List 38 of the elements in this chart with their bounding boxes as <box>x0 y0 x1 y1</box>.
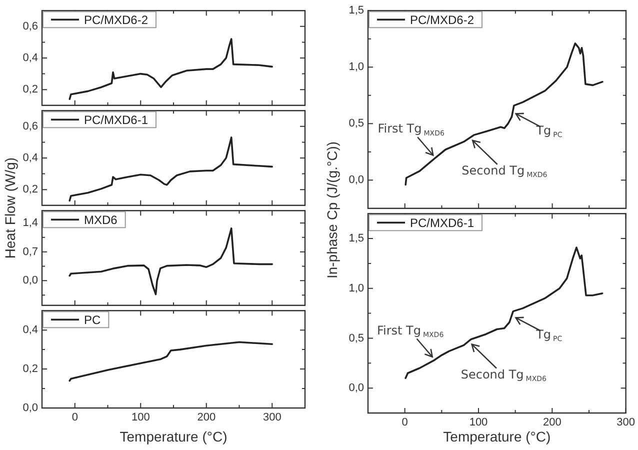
y-tick-label: 0,4 <box>22 52 38 64</box>
legend-label: PC <box>84 312 102 327</box>
y-tick-label: 0,2 <box>22 184 38 196</box>
y-tick-label: 1,5 <box>348 232 364 245</box>
y-tick-label: 0,0 <box>22 274 38 287</box>
x-axis-title: Temperature (°C) <box>120 428 228 444</box>
y-axis-title: Heat Flow (W/g) <box>1 156 19 261</box>
x-tick-label: 100 <box>469 416 488 429</box>
y-tick-label: 0,0 <box>348 382 364 394</box>
y-tick-label: 0,5 <box>348 332 364 344</box>
y-tick-label: 0,2 <box>22 84 38 96</box>
x-tick-label: 0 <box>72 412 78 424</box>
x-tick-label: 200 <box>197 412 216 424</box>
x-tick-label: 300 <box>616 416 636 429</box>
x-tick-label: 300 <box>262 412 282 424</box>
y-tick-label: 0,6 <box>22 120 38 132</box>
legend-label: MXD6 <box>84 212 118 227</box>
legend-label: PC/MXD6-1 <box>84 112 148 127</box>
y-tick-label: 0,0 <box>22 402 38 414</box>
y-tick-label: 0,4 <box>22 324 38 336</box>
y-tick-label: 1,5 <box>348 4 364 17</box>
x-tick-label: 100 <box>131 412 150 424</box>
y-axis-title: In-phase Cp (J/(g.°C)) <box>323 140 341 281</box>
y-tick-label: 0,7 <box>22 246 38 258</box>
y-tick-label: 1,0 <box>348 61 364 74</box>
y-tick-label: 0,2 <box>22 363 38 376</box>
x-tick-label: 200 <box>542 416 562 429</box>
y-tick-label: 1,0 <box>348 282 364 294</box>
x-tick-label: 0 <box>402 416 408 429</box>
legend-label: PC/MXD6-1 <box>410 216 474 230</box>
y-tick-label: 0,0 <box>348 174 364 186</box>
y-tick-label: 0,4 <box>22 152 38 164</box>
x-axis-title: Temperature (°C) <box>443 428 551 444</box>
y-tick-label: 0,5 <box>348 118 364 130</box>
legend-label: PC/MXD6-2 <box>410 12 474 27</box>
legend-label: PC/MXD6-2 <box>84 12 148 27</box>
y-tick-label: 0,6 <box>22 20 38 32</box>
y-tick-label: 1,4 <box>22 216 38 229</box>
